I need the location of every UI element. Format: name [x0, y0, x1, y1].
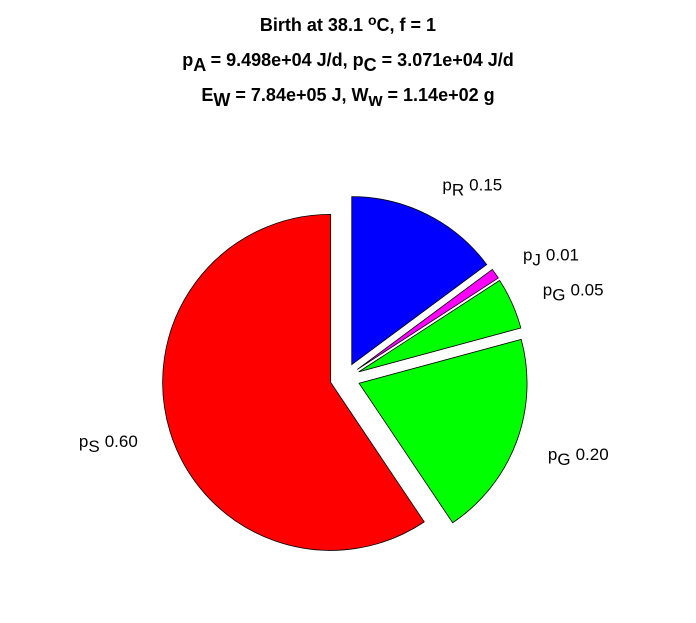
label-sub: R — [452, 181, 464, 200]
pie-slice — [357, 268, 499, 370]
chart-title: EW = 7.84e+05 J, Ww = 1.14e+02 g — [201, 85, 494, 110]
label-name: p — [548, 445, 557, 464]
label-sub: G — [552, 286, 565, 305]
title-part: C — [364, 55, 377, 75]
value-label: 0.15 — [469, 176, 502, 195]
title-part: Birth at 38.1 — [260, 15, 368, 35]
title-part: = 9.498e+04 J/d, p — [206, 50, 364, 70]
title-part: o — [368, 12, 377, 28]
value-label: 0.20 — [576, 445, 609, 464]
pie-slice — [358, 279, 522, 373]
chart-title: pA = 9.498e+04 J/d, pC = 3.071e+04 J/d — [182, 50, 514, 75]
label-sub: S — [88, 437, 99, 456]
title-part: C, f = 1 — [377, 15, 437, 35]
label-name: p — [523, 246, 532, 265]
title-part: E — [201, 85, 213, 105]
label-sub: G — [557, 450, 570, 469]
slice-label: pG 0.20 — [548, 445, 609, 469]
slice-label: pG 0.05 — [543, 281, 604, 305]
title-part: = 1.14e+02 g — [383, 85, 495, 105]
slice-label: pS 0.60 — [79, 432, 138, 456]
slice-label: pR 0.15 — [442, 176, 502, 200]
title-part: p — [182, 50, 193, 70]
title-part: w — [368, 90, 384, 110]
slice-label: pJ 0.01 — [523, 246, 579, 270]
title-part: = 7.84e+05 J, W — [230, 85, 368, 105]
label-name: p — [79, 432, 88, 451]
label-name: p — [442, 176, 451, 195]
label-name: p — [543, 281, 552, 300]
pie-slice — [351, 196, 488, 366]
label-sub: J — [532, 251, 541, 270]
title-part: A — [193, 55, 206, 75]
title-part: = 3.071e+04 J/d — [377, 50, 514, 70]
title-part: W — [213, 90, 230, 110]
pie-slice — [162, 213, 425, 551]
value-label: 0.01 — [546, 246, 579, 265]
value-label: 0.05 — [570, 281, 603, 300]
pie-slice — [358, 338, 528, 524]
chart-title: Birth at 38.1 oC, f = 1 — [260, 12, 436, 35]
value-label: 0.60 — [105, 432, 138, 451]
